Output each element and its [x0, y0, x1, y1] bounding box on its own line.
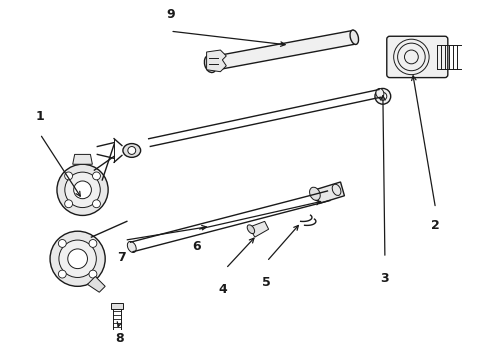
Polygon shape [111, 303, 123, 309]
Text: 9: 9 [166, 8, 174, 21]
Ellipse shape [65, 172, 100, 208]
Circle shape [93, 200, 100, 208]
Ellipse shape [247, 225, 255, 234]
Text: 1: 1 [36, 110, 44, 123]
Polygon shape [207, 50, 226, 72]
FancyBboxPatch shape [387, 36, 448, 78]
Ellipse shape [128, 147, 136, 154]
Circle shape [58, 270, 66, 278]
Ellipse shape [74, 181, 92, 199]
Text: 5: 5 [262, 276, 271, 289]
Polygon shape [88, 276, 105, 292]
Ellipse shape [376, 89, 384, 98]
Ellipse shape [375, 89, 391, 104]
Ellipse shape [204, 55, 217, 72]
Polygon shape [73, 154, 93, 164]
Text: 6: 6 [193, 240, 201, 253]
Ellipse shape [68, 249, 88, 269]
Ellipse shape [332, 184, 341, 195]
Ellipse shape [123, 144, 141, 157]
Ellipse shape [57, 164, 108, 215]
Text: 7: 7 [118, 251, 126, 264]
Text: 8: 8 [115, 332, 124, 345]
Circle shape [93, 172, 100, 180]
Ellipse shape [379, 93, 387, 100]
Polygon shape [249, 221, 269, 237]
Polygon shape [315, 182, 344, 204]
Text: 3: 3 [381, 272, 389, 285]
Text: 4: 4 [219, 283, 228, 296]
Ellipse shape [50, 231, 105, 286]
Text: 2: 2 [431, 219, 440, 232]
Circle shape [89, 270, 97, 278]
Circle shape [65, 172, 73, 180]
Circle shape [65, 200, 73, 208]
Ellipse shape [310, 187, 320, 201]
Ellipse shape [350, 30, 359, 44]
Polygon shape [211, 30, 355, 71]
Circle shape [89, 239, 97, 247]
Ellipse shape [59, 240, 97, 278]
Ellipse shape [127, 242, 136, 252]
Circle shape [58, 239, 66, 247]
